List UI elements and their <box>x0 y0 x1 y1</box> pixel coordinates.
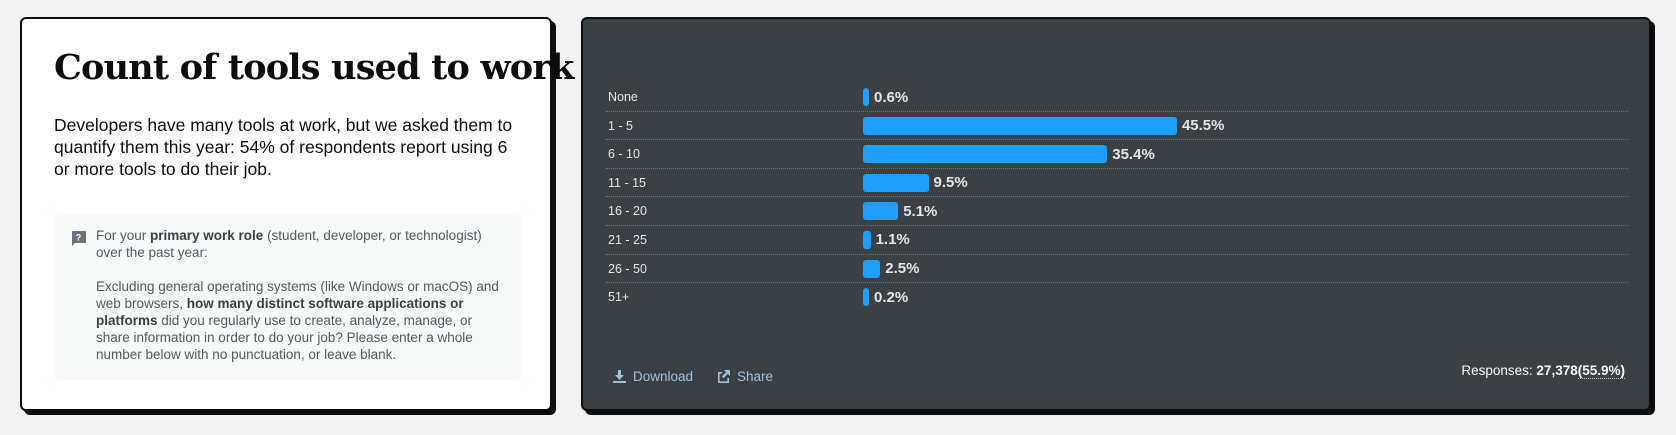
bar-chart: None 0.6% 1 - 5 45.5% 6 - 10 35.4% 11 - 15 9.5%… <box>606 83 1628 312</box>
bar[interactable] <box>863 116 1177 135</box>
survey-question-text: For your primary work role (student, dev… <box>96 228 499 362</box>
value-label: 0.2% <box>874 288 909 306</box>
share-icon <box>718 370 730 383</box>
bar[interactable] <box>863 145 1108 164</box>
category-label: None <box>608 90 638 104</box>
info-card: Count of tools used to work Developers h… <box>20 17 574 411</box>
bar-container: 5.1% <box>863 202 938 221</box>
download-button[interactable]: Download <box>613 369 693 384</box>
bar[interactable] <box>863 202 899 221</box>
value-label: 35.4% <box>1112 145 1155 163</box>
value-label: 1.1% <box>875 231 910 249</box>
intro-text: Developers have many tools at work, but … <box>54 115 513 179</box>
bar-container: 45.5% <box>863 116 1225 135</box>
chart-row: 21 - 25 1.1% <box>606 226 1628 255</box>
bar[interactable] <box>863 88 869 106</box>
value-label: 9.5% <box>933 174 968 192</box>
chart-row: None 0.6% <box>606 83 1628 112</box>
value-label: 5.1% <box>903 202 938 220</box>
bar-container: 35.4% <box>863 145 1155 164</box>
svg-text:?: ? <box>76 233 82 243</box>
chart-row: 11 - 15 9.5% <box>606 169 1628 198</box>
bar-container: 0.2% <box>863 288 909 307</box>
chart-row: 1 - 5 45.5% <box>606 112 1628 141</box>
category-label: 11 - 15 <box>608 175 646 190</box>
share-button[interactable]: Share <box>717 369 773 384</box>
bar-container: 9.5% <box>863 173 968 192</box>
chart-row: 26 - 50 2.5% <box>606 255 1628 284</box>
chart-card: None 0.6% 1 - 5 45.5% 6 - 10 35.4% 11 - 15 9.5%… <box>581 17 1651 411</box>
category-label: 26 - 50 <box>608 261 647 276</box>
bar[interactable] <box>863 259 881 278</box>
question-bubble-icon: ? <box>72 231 86 246</box>
bar[interactable] <box>863 173 929 192</box>
category-label: 1 - 5 <box>608 118 634 133</box>
survey-question-box: ? For your primary work role (student, d… <box>54 213 522 380</box>
category-label: 51+ <box>608 290 630 305</box>
value-label: 2.5% <box>885 260 920 278</box>
category-label: 21 - 25 <box>608 232 647 247</box>
bar[interactable] <box>863 288 869 307</box>
value-label: 0.6% <box>874 88 909 106</box>
response-rate: (55.9%) <box>1577 363 1625 379</box>
chart-row: 16 - 20 5.1% <box>606 197 1628 226</box>
bar-container: 1.1% <box>863 230 910 249</box>
page-title: Count of tools used to work <box>54 47 574 88</box>
value-label: 45.5% <box>1181 117 1225 135</box>
bar[interactable] <box>863 230 871 249</box>
category-label: 16 - 20 <box>608 204 647 219</box>
download-icon <box>613 370 626 383</box>
category-label: 6 - 10 <box>608 147 640 162</box>
responses-count: Responses: 27,378(55.9%) <box>1461 363 1625 379</box>
chart-row: 6 - 10 35.4% <box>606 140 1628 169</box>
chart-row: 51+ 0.2% <box>606 283 1628 312</box>
bar-container: 2.5% <box>863 259 920 278</box>
bar-container: 0.6% <box>863 88 908 106</box>
